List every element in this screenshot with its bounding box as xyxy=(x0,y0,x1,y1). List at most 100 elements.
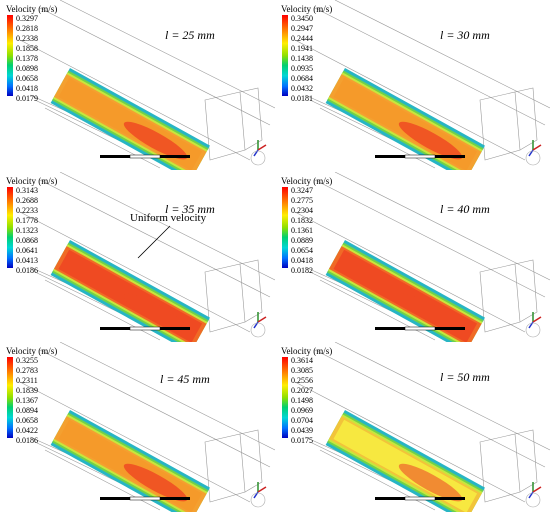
legend-tick-value: 0.1832 xyxy=(291,216,313,225)
high-velocity-region xyxy=(123,121,188,160)
outline-line xyxy=(294,39,526,161)
axis-circle xyxy=(525,150,541,166)
legend-tick-value: 0.0432 xyxy=(291,84,313,93)
legend-tick-value: 0.0935 xyxy=(291,64,313,73)
high-velocity-region xyxy=(123,293,188,332)
legend-tick-value: 0.2783 xyxy=(16,366,38,375)
color-legend: Velocity (m/s) 0.3450 0.2947 0.2444 0.1941 0… xyxy=(279,2,359,170)
scale-bar xyxy=(100,326,190,331)
velocity-contour-drawing xyxy=(294,172,550,342)
outline-line xyxy=(239,259,263,323)
axis-circle xyxy=(250,492,266,508)
axis-triad xyxy=(250,140,267,166)
legend-tick-value: 0.2556 xyxy=(291,376,313,385)
legend-tick-value: 0.0898 xyxy=(16,64,38,73)
contour-panel-5: Velocity (m/s) 0.3255 0.2783 0.2311 0.1839 0… xyxy=(0,342,275,512)
velocity-contour-drawing xyxy=(294,342,550,512)
outline-line xyxy=(19,39,251,161)
legend-tick-value: 0.0182 xyxy=(291,266,313,275)
outline-line xyxy=(239,87,263,151)
scale-segment xyxy=(375,155,405,158)
legend-color-bar xyxy=(282,187,288,268)
legend-tick-value: 0.0969 xyxy=(291,406,313,415)
legend-tick-value: 0.2688 xyxy=(16,196,38,205)
axis-circle xyxy=(250,322,266,338)
legend-color-bar xyxy=(282,357,288,438)
legend-tick-value: 0.3297 xyxy=(16,14,38,23)
axis-x xyxy=(257,486,267,493)
axis-x xyxy=(257,144,267,151)
legend-tick-value: 0.1941 xyxy=(291,44,313,53)
legend-tick-value: 0.1778 xyxy=(16,216,38,225)
outline-line xyxy=(314,349,546,468)
axis-x xyxy=(532,486,542,493)
spacing-label: l = 30 mm xyxy=(440,28,490,42)
annotation-leader-line xyxy=(137,225,171,259)
contour-panel-2: Velocity (m/s) 0.3450 0.2947 0.2444 0.1941 0… xyxy=(275,0,550,170)
legend-tick-value: 0.0418 xyxy=(291,256,313,265)
outline-line xyxy=(514,429,538,493)
outline-line xyxy=(39,179,271,298)
spacing-label: l = 45 mm xyxy=(160,372,210,386)
legend-tick-value: 0.3614 xyxy=(291,356,313,365)
axis-triad xyxy=(250,482,267,508)
legend-tick-value: 0.3085 xyxy=(291,366,313,375)
legend-tick-value: 0.0175 xyxy=(291,436,313,445)
flow-channel xyxy=(50,240,210,342)
legend-color-bar xyxy=(7,187,13,268)
velocity-contour-drawing xyxy=(294,0,550,170)
velocity-contour-drawing xyxy=(19,172,275,342)
legend-tick-value: 0.0658 xyxy=(16,416,38,425)
legend-tick-value: 0.1378 xyxy=(16,54,38,63)
legend-tick-value: 0.0418 xyxy=(16,84,38,93)
legend-tick-value: 0.3255 xyxy=(16,356,38,365)
legend-tick-value: 0.1858 xyxy=(16,44,38,53)
high-velocity-region xyxy=(123,463,188,502)
spacing-label: l = 25 mm xyxy=(165,28,215,42)
legend-tick-value: 0.0186 xyxy=(16,436,38,445)
legend-tick-value: 0.3247 xyxy=(291,186,313,195)
scale-bar xyxy=(375,326,465,331)
legend-tick-value: 0.0658 xyxy=(16,74,38,83)
legend-tick-value: 0.0889 xyxy=(291,236,313,245)
scale-segment xyxy=(404,154,436,159)
outline-line xyxy=(314,179,546,298)
flow-channel xyxy=(325,410,485,512)
legend-title: Velocity (m/s) xyxy=(281,176,333,186)
velocity-contour-drawing xyxy=(19,0,275,170)
scale-bar xyxy=(375,496,465,501)
color-legend: Velocity (m/s) 0.3614 0.3085 0.2556 0.2027 0… xyxy=(279,344,359,512)
legend-tick-value: 0.2338 xyxy=(16,34,38,43)
scale-segment xyxy=(435,327,465,330)
color-legend: Velocity (m/s) 0.3143 0.2688 0.2233 0.1778 0… xyxy=(4,174,84,342)
legend-color-bar xyxy=(282,15,288,96)
outline-line xyxy=(314,7,546,126)
contour-panel-4: Velocity (m/s) 0.3247 0.2775 0.2304 0.1832 0… xyxy=(275,172,550,342)
axis-x xyxy=(532,316,542,323)
legend-tick-value: 0.0684 xyxy=(291,74,313,83)
scale-segment xyxy=(435,497,465,500)
high-velocity-region xyxy=(398,121,463,160)
scale-segment xyxy=(129,496,161,501)
outline-line xyxy=(39,349,271,468)
legend-tick-value: 0.2233 xyxy=(16,206,38,215)
outline-line xyxy=(19,211,251,333)
legend-tick-value: 0.2304 xyxy=(291,206,313,215)
axis-triad xyxy=(525,312,542,338)
scale-segment xyxy=(129,326,161,331)
legend-title: Velocity (m/s) xyxy=(281,4,333,14)
scale-segment xyxy=(129,154,161,159)
legend-title: Velocity (m/s) xyxy=(6,176,58,186)
outline-line xyxy=(19,381,251,503)
legend-tick-value: 0.0422 xyxy=(16,426,38,435)
legend-tick-value: 0.2027 xyxy=(291,386,313,395)
outline-line xyxy=(59,0,275,109)
scale-bar xyxy=(375,154,465,159)
outline-line xyxy=(334,172,550,281)
scale-segment xyxy=(100,327,130,330)
high-velocity-region xyxy=(398,463,463,502)
outline-line xyxy=(334,0,550,109)
legend-tick-value: 0.0181 xyxy=(291,94,313,103)
legend-tick-value: 0.0641 xyxy=(16,246,38,255)
legend-tick-value: 0.3143 xyxy=(16,186,38,195)
